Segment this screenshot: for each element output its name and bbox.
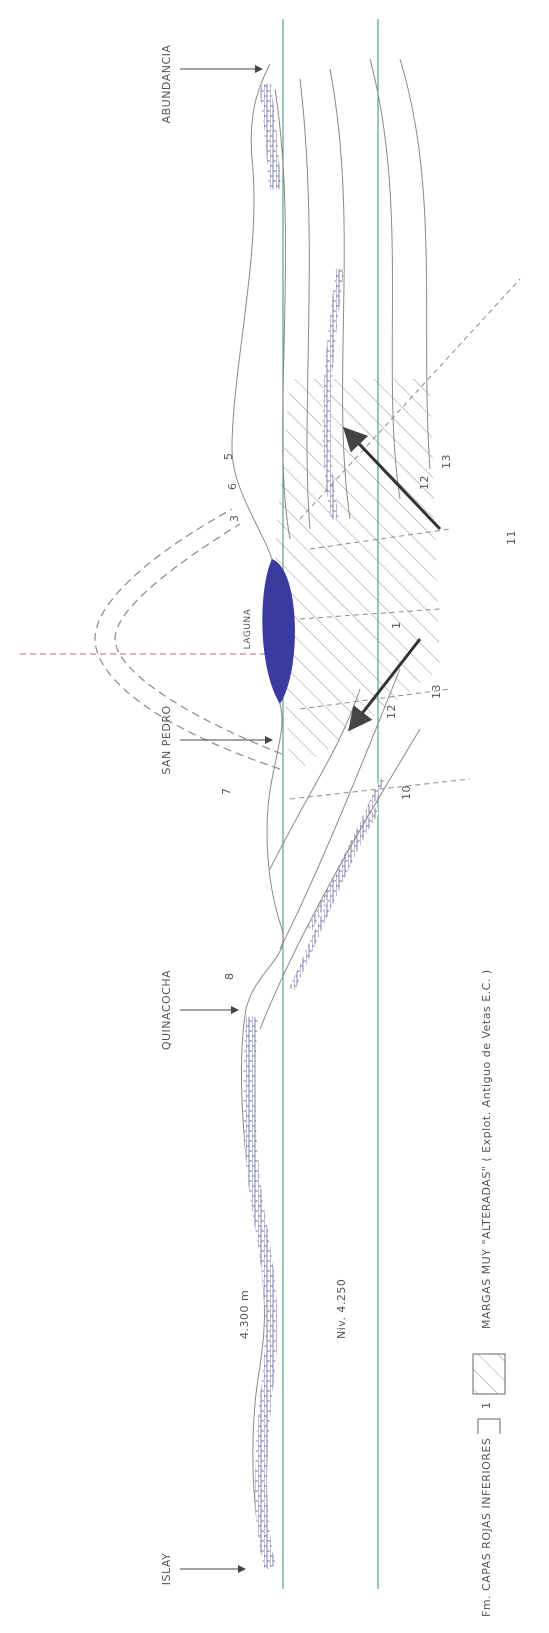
legend-bracket	[478, 1419, 500, 1434]
level-label: Niv. 4.250	[335, 1279, 348, 1339]
bed-number: 10	[400, 785, 413, 800]
limestone-bed	[292, 809, 378, 989]
page: {"labels":{"islay":"ISLAY","altitude":"4…	[0, 0, 549, 1629]
legend-number: 1	[480, 1402, 493, 1410]
bed-number: 1	[390, 622, 403, 630]
bed-number: 6	[226, 483, 239, 491]
altitude-label: 4.300 m	[238, 1290, 251, 1339]
locality-label: ABUNDANCIA	[160, 45, 173, 124]
bed-number: 13	[440, 454, 453, 469]
lake-label: LAGUNA	[243, 608, 253, 649]
bed-number: 11	[505, 530, 518, 545]
bed-number: 8	[223, 973, 236, 981]
bed-number: 12	[385, 704, 398, 719]
limestone-bed	[265, 84, 275, 189]
bed-number: 13	[430, 684, 443, 699]
locality-label: QUINACOCHA	[160, 970, 173, 1050]
legend-unit: Fm. CAPAS ROJAS INFERIORES	[480, 1438, 493, 1617]
legend-description: MARGAS MUY "ALTERADAS" ( Explot. Antiguo…	[480, 969, 493, 1329]
locality-label: ISLAY	[160, 1553, 173, 1586]
bed-number: 5	[222, 453, 235, 461]
limestone-bed	[250, 1017, 272, 1567]
legend: Fm. CAPAS ROJAS INFERIORES 1 MARGAS MUY …	[473, 969, 505, 1617]
bed-number: 3	[228, 515, 241, 523]
bed-number: 7	[220, 788, 233, 796]
cross-section: ISLAY 4.300 m Niv. 4.250 QUINACOCHA SAN …	[0, 0, 549, 1629]
altered-zone	[275, 379, 440, 769]
locality-label: SAN PEDRO	[160, 705, 173, 774]
bed-number: 12	[418, 475, 431, 490]
eroded-fold	[115, 524, 282, 754]
section-body: ISLAY 4.300 m Niv. 4.250 QUINACOCHA SAN …	[20, 19, 520, 1617]
legend-swatch	[473, 1354, 505, 1394]
